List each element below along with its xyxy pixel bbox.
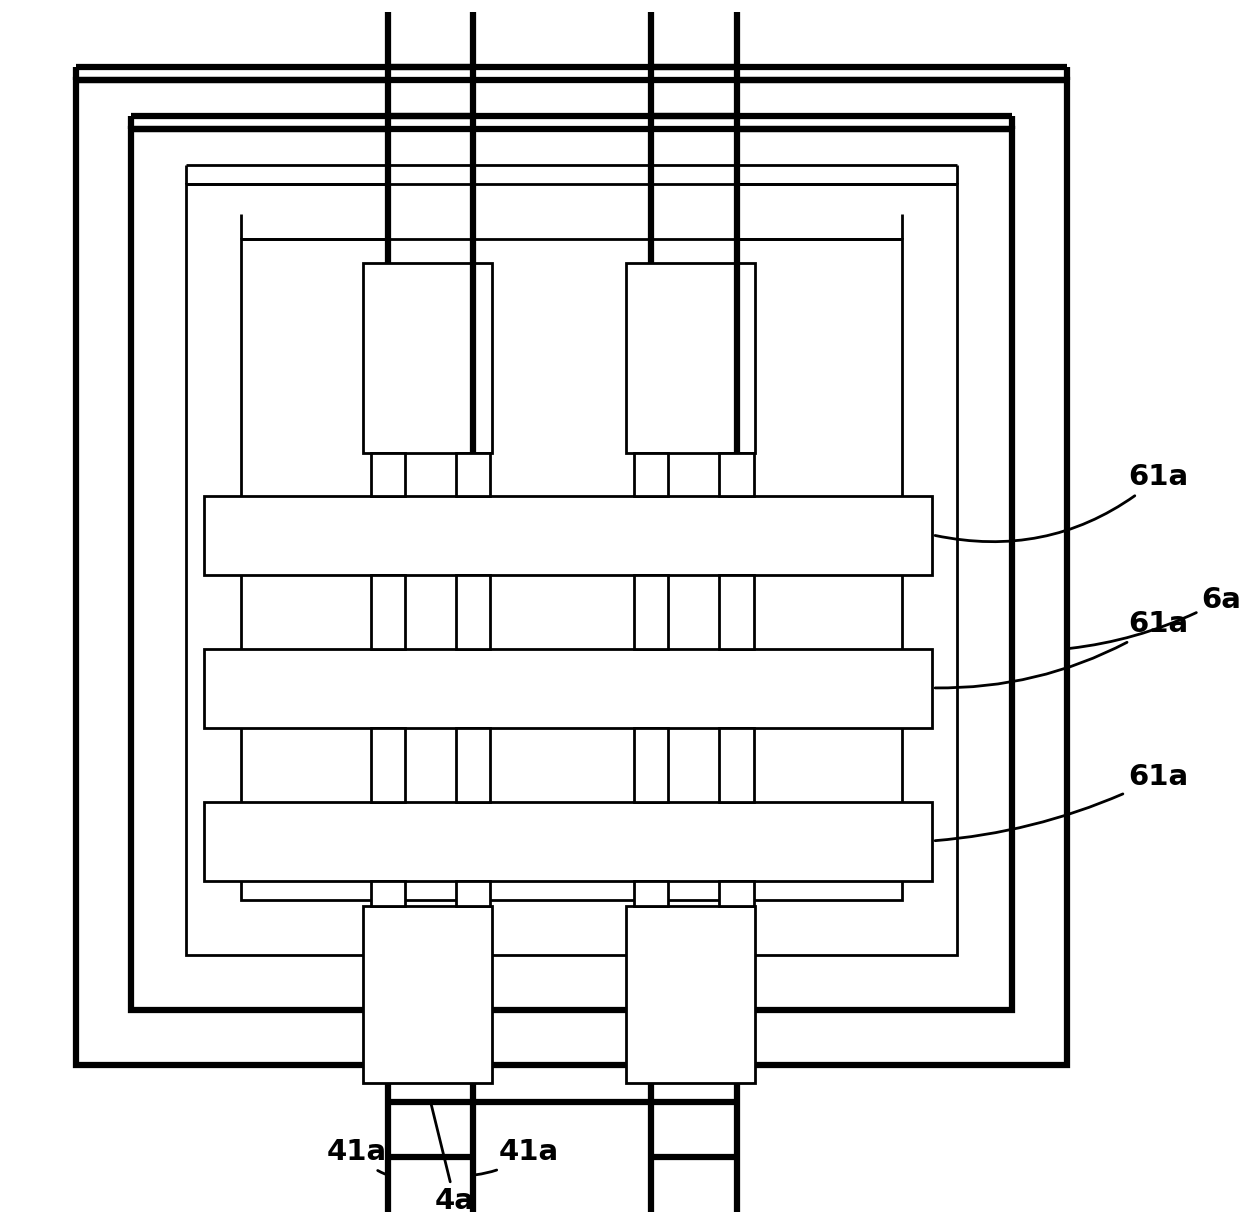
Bar <box>634 575 668 649</box>
Bar <box>456 881 491 906</box>
Bar <box>626 906 755 1083</box>
Bar <box>241 239 901 900</box>
Bar <box>719 881 754 906</box>
Text: 4a: 4a <box>432 1104 475 1215</box>
Bar <box>205 649 932 728</box>
Bar <box>634 881 668 906</box>
Bar <box>634 728 668 802</box>
Bar <box>363 906 492 1083</box>
Bar <box>719 453 754 496</box>
Bar <box>456 575 491 649</box>
Bar <box>371 728 404 802</box>
Bar <box>719 575 754 649</box>
Bar <box>130 129 1012 1010</box>
Text: 6a: 6a <box>1070 586 1240 649</box>
Text: 41a: 41a <box>476 1138 558 1175</box>
Bar <box>371 575 404 649</box>
Bar <box>76 80 1066 1065</box>
Text: 41a: 41a <box>327 1138 387 1174</box>
Bar <box>371 881 404 906</box>
Text: 61a: 61a <box>935 611 1188 688</box>
Text: 61a: 61a <box>935 464 1188 542</box>
Text: 61a: 61a <box>935 764 1188 841</box>
Bar <box>456 728 491 802</box>
Bar <box>205 496 932 575</box>
Bar <box>719 728 754 802</box>
Bar <box>371 453 404 496</box>
Bar <box>186 184 957 955</box>
Bar <box>634 453 668 496</box>
Bar <box>456 453 491 496</box>
Bar <box>363 263 492 453</box>
Bar <box>626 263 755 453</box>
Bar <box>205 802 932 881</box>
